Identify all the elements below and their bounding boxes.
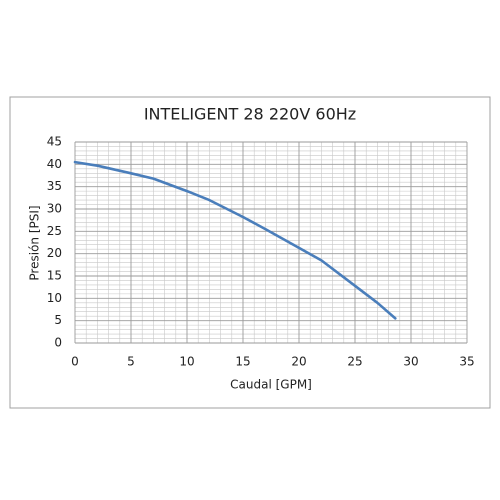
x-tick-label: 30 <box>403 355 418 369</box>
x-tick-label: 5 <box>127 355 135 369</box>
x-tick-label: 10 <box>179 355 194 369</box>
y-tick-label: 5 <box>54 313 62 327</box>
y-tick-label: 40 <box>47 157 62 171</box>
y-tick-label: 30 <box>47 202 62 216</box>
x-tick-label: 35 <box>459 355 474 369</box>
chart-title: INTELIGENT 28 220V 60Hz <box>144 105 356 124</box>
chart-frame <box>9 96 491 409</box>
x-tick-label: 15 <box>235 355 250 369</box>
y-tick-label: 25 <box>47 224 62 238</box>
x-tick-label: 0 <box>71 355 79 369</box>
x-tick-label: 25 <box>347 355 362 369</box>
y-tick-label: 0 <box>54 336 62 350</box>
x-tick-label: 20 <box>291 355 306 369</box>
y-tick-label: 15 <box>47 269 62 283</box>
series-line <box>73 160 397 320</box>
y-tick-label: 45 <box>47 135 62 149</box>
x-axis-label: Caudal [GPM] <box>230 378 312 392</box>
y-tick-label: 35 <box>47 179 62 193</box>
y-tick-label: 20 <box>47 246 62 260</box>
y-axis-label: Presión [PSI] <box>28 205 42 280</box>
y-tick-label: 10 <box>47 291 62 305</box>
